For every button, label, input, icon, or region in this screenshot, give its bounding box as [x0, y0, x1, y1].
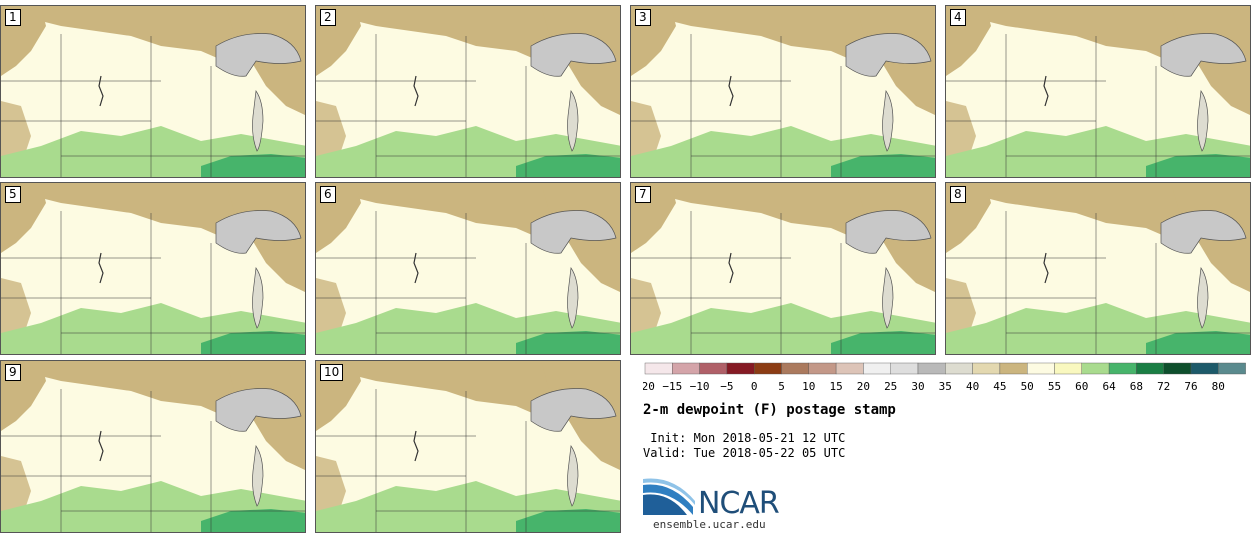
valid-time: Valid: Tue 2018-05-22 05 UTC [643, 446, 846, 460]
dewpoint-map [1, 183, 305, 354]
colorbar-swatch [699, 362, 728, 375]
member-label: 3 [635, 9, 651, 26]
dewpoint-map [946, 183, 1250, 354]
member-panel: 4 [945, 5, 1251, 178]
colorbar-swatch [863, 362, 891, 375]
colorbar-tick-label: 45 [993, 380, 1006, 393]
member-label: 6 [320, 186, 336, 203]
member-panel: 3 [630, 5, 936, 178]
colorbar-tick-label: 40 [966, 380, 979, 393]
colorbar-tick-label: 25 [884, 380, 897, 393]
colorbar-tick-label: 0 [751, 380, 758, 393]
colorbar-tick-label: −10 [690, 380, 710, 393]
colorbar-swatch [835, 362, 864, 375]
member-label: 9 [5, 364, 21, 381]
colorbar-swatch [1054, 362, 1082, 375]
site-url: ensemble.ucar.edu [653, 518, 766, 531]
member-panel: 2 [315, 5, 621, 178]
colorbar-swatch [1081, 362, 1110, 375]
colorbar-tick-label: −5 [720, 380, 733, 393]
colorbar-swatch [1136, 362, 1164, 375]
dewpoint-map [316, 6, 620, 177]
colorbar-tick-label: 20 [857, 380, 870, 393]
member-label: 7 [635, 186, 651, 203]
colorbar-tick-label: 72 [1157, 380, 1170, 393]
colorbar-tick-label: 30 [911, 380, 924, 393]
colorbar-tick-label: 15 [829, 380, 842, 393]
colorbar-tick-label: 55 [1048, 380, 1061, 393]
colorbar-tick-label: 5 [778, 380, 785, 393]
colorbar-tick-label: 50 [1021, 380, 1034, 393]
colorbar-tick-label: −20 [643, 380, 655, 393]
colorbar-tick-label: −15 [662, 380, 682, 393]
colorbar-swatch [890, 362, 919, 375]
colorbar-tick-label: 76 [1184, 380, 1197, 393]
member-panel: 6 [315, 182, 621, 355]
colorbar-swatch [1218, 362, 1246, 375]
colorbar-tick-label: 68 [1130, 380, 1143, 393]
colorbar-tick-label: 35 [939, 380, 952, 393]
colorbar-swatch [726, 362, 755, 375]
dewpoint-map [946, 6, 1250, 177]
colorbar: −20 −15 −10 −5 0 5 10 15 20 25 30 35 40 45 50 55 60 64 68 7… [643, 362, 1246, 393]
colorbar-tick-label: 64 [1102, 380, 1116, 393]
dewpoint-map [631, 183, 935, 354]
member-panel: 7 [630, 182, 936, 355]
colorbar-tick-label: 60 [1075, 380, 1088, 393]
colorbar-swatch [1027, 362, 1055, 375]
colorbar-swatch [945, 362, 973, 375]
dewpoint-map [1, 361, 305, 532]
dewpoint-map [631, 6, 935, 177]
dewpoint-map [1, 6, 305, 177]
member-panel: 1 [0, 5, 306, 178]
colorbar-swatch [781, 362, 809, 375]
dewpoint-map [316, 183, 620, 354]
ncar-logo-icon [643, 478, 695, 515]
member-panel: 9 [0, 360, 306, 533]
colorbar-swatch [644, 362, 673, 375]
colorbar-tick-label: 10 [802, 380, 815, 393]
member-label: 8 [950, 186, 966, 203]
dewpoint-map [316, 361, 620, 532]
member-label: 2 [320, 9, 336, 26]
colorbar-tick-label: 80 [1212, 380, 1225, 393]
member-panel: 10 [315, 360, 621, 533]
colorbar-swatch [1163, 362, 1192, 375]
member-label: 5 [5, 186, 21, 203]
colorbar-swatch [972, 362, 1001, 375]
colorbar-swatch [999, 362, 1028, 375]
colorbar-swatch [917, 362, 946, 375]
colorbar-swatch [1190, 362, 1219, 375]
colorbar-swatch [753, 362, 782, 375]
member-label: 10 [320, 364, 344, 381]
chart-title: 2-m dewpoint (F) postage stamp [643, 402, 896, 418]
member-panel: 8 [945, 182, 1251, 355]
ncar-wordmark: NCAR [698, 486, 780, 521]
member-label: 4 [950, 9, 966, 26]
init-time: Init: Mon 2018-05-21 12 UTC [643, 431, 846, 445]
colorbar-swatch [672, 362, 700, 375]
member-label: 1 [5, 9, 21, 26]
colorbar-swatch [1108, 362, 1137, 375]
colorbar-swatch [808, 362, 837, 375]
member-panel: 5 [0, 182, 306, 355]
